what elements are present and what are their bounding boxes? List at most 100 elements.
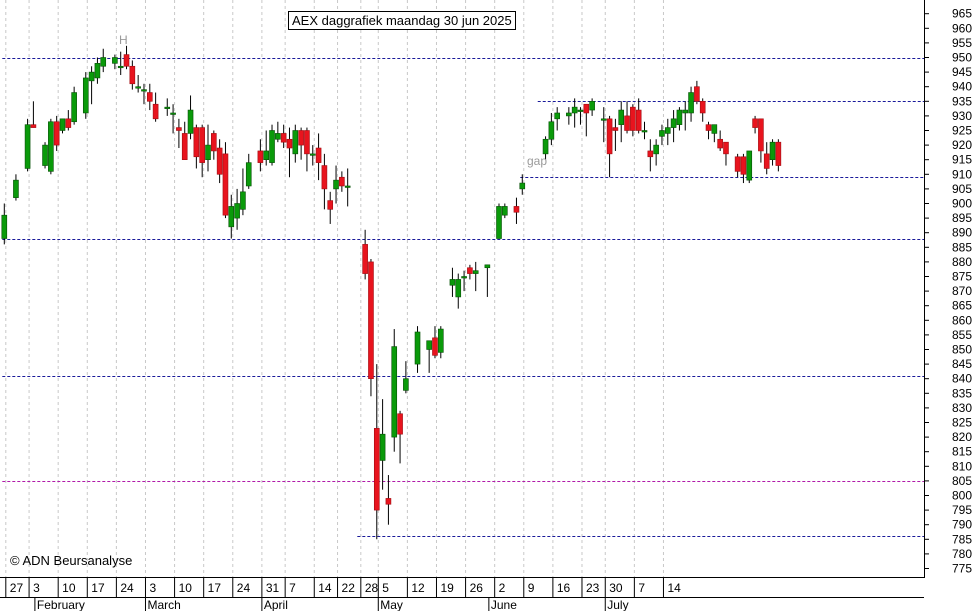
candle-body [82,77,89,114]
candle-down [315,133,322,181]
candle-up [234,188,240,230]
x-tick-label: 7 [289,581,296,595]
candle-up [82,72,89,119]
candle-body [437,328,444,353]
x-tick-label: 3 [33,581,40,595]
candle-down [304,127,310,172]
y-tick-label: 785 [952,532,972,546]
y-tick-label: 940 [952,80,972,94]
x-tick-label: 22 [342,581,356,595]
candle-body [397,413,403,435]
candle-down [152,92,159,122]
candle-body [280,133,287,143]
candle-down [257,139,264,172]
candle-body [513,206,520,213]
candle-body [88,71,95,82]
y-tick-label: 930 [952,109,972,123]
candle-up [472,261,479,292]
candle-body [321,165,328,190]
candle-body [362,244,368,274]
candle-body [775,141,782,166]
candle-up [484,264,491,297]
candle-up [141,83,147,105]
candle-up [170,104,176,134]
candle-down [758,118,764,163]
candle-body [385,498,392,505]
candle-body [379,433,386,461]
candle-down [723,141,729,166]
candle-up [205,124,211,172]
candle-down [286,127,293,178]
candle-body [112,57,118,64]
candle-body [472,270,479,274]
candle-down [635,98,642,134]
candle-up [577,107,584,125]
candle-down [339,171,345,192]
candle-up [566,107,572,125]
x-tick-label: 26 [470,581,484,595]
candle-body [589,101,595,111]
candle-body [117,65,124,69]
candle-up [682,101,689,131]
candle-down [280,124,287,149]
candle-body [612,127,619,131]
candle-body [257,150,264,163]
month-label: February [37,598,85,611]
candle-down [176,118,182,149]
x-tick-label: 7 [638,581,645,595]
candle-up [344,168,351,207]
candle-up [589,98,595,116]
candle-body [717,138,723,149]
candle-down [647,139,654,172]
candle-up [502,203,508,219]
y-tick-label: 845 [952,357,972,371]
candle-down [775,139,782,172]
y-tick-label: 935 [952,94,972,108]
candle-body [414,331,421,365]
candle-down [513,197,520,224]
candle-body [758,118,764,152]
candle-body [315,147,322,163]
candle-up [379,399,386,490]
candle-body [234,203,240,219]
y-tick-label: 830 [952,401,972,415]
candle-body [100,57,107,67]
candle-body [222,153,229,216]
candle-body [688,92,694,114]
candle-body [327,200,334,210]
x-tick-label: 17 [208,581,222,595]
candle-body [13,179,19,198]
candle-down [583,103,590,137]
y-tick-label: 790 [952,518,972,532]
candle-body [147,92,153,102]
candle-body [641,130,648,133]
candle-body [630,106,636,131]
y-tick-label: 840 [952,372,972,386]
candle-body [193,127,200,158]
candle-body [24,124,31,169]
candle-body [670,118,677,128]
candle-body [583,103,590,114]
candle-body [205,144,211,161]
candle-down [193,124,200,169]
candle-down [373,364,380,540]
x-tick-label: 14 [667,581,681,595]
candle-body [42,144,48,166]
candle-body [65,118,72,128]
x-tick-label: 10 [62,581,76,595]
candle-down [327,191,334,224]
y-tick-label: 825 [952,416,972,430]
candle-body [763,153,770,169]
candle-up [1,203,8,245]
candle-up [94,57,101,84]
y-tick-label: 810 [952,459,972,473]
candle-up [548,112,555,146]
candle-body [170,112,176,115]
candle-body [275,133,281,140]
candle-body [123,54,130,67]
candle-body [53,121,60,146]
candle-body [566,112,572,117]
y-tick-label: 775 [952,562,972,576]
y-tick-label: 880 [952,255,972,269]
candle-body [577,109,584,112]
